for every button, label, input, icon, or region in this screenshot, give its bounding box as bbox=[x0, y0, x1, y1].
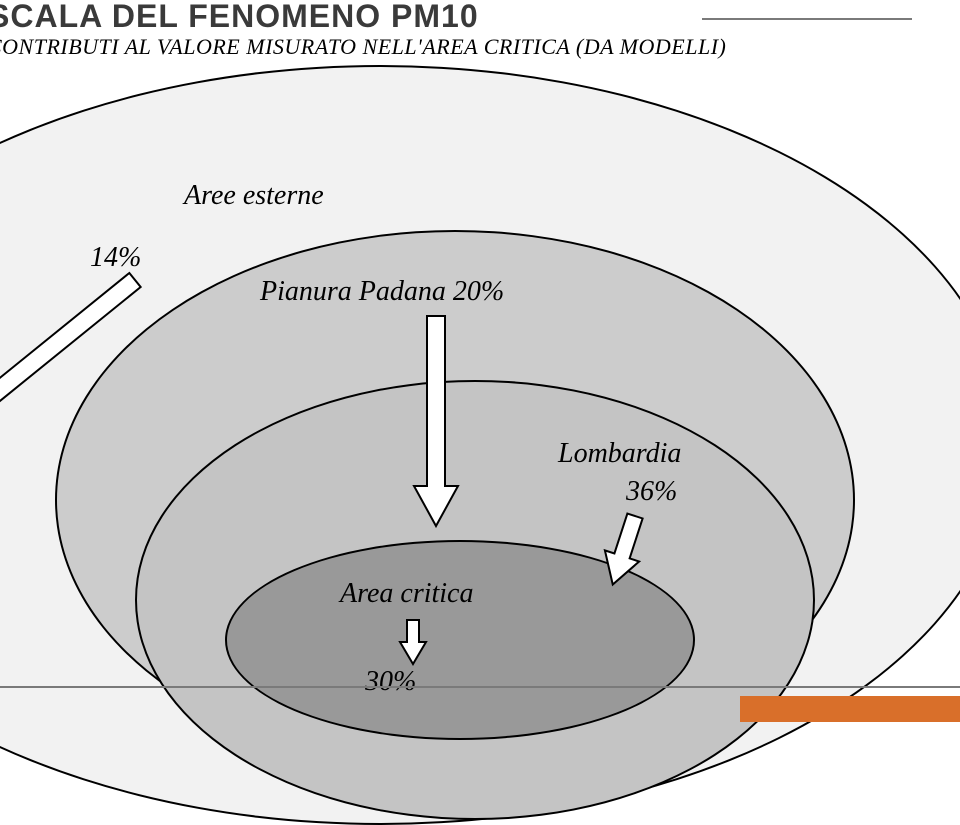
label-lombardia: Lombardia bbox=[558, 438, 681, 470]
percent-lombardia: 36% bbox=[626, 476, 677, 508]
footer-accent-bar bbox=[740, 696, 960, 722]
ellipse-area-critica bbox=[225, 540, 695, 740]
page-title: SCALA DEL FENOMENO PM10 bbox=[0, 0, 479, 35]
label-aree-esterne: Aree esterne bbox=[184, 180, 324, 212]
label-pianura: Pianura Padana 20% bbox=[260, 276, 504, 308]
percent-area-critica: 30% bbox=[365, 666, 416, 698]
label-area-critica: Area critica bbox=[340, 578, 473, 610]
header-rule bbox=[702, 18, 912, 20]
footer-rule bbox=[0, 686, 960, 688]
percent-aree-esterne: 14% bbox=[90, 242, 141, 274]
page-subtitle: CONTRIBUTI AL VALORE MISURATO NELL'AREA … bbox=[0, 34, 726, 60]
